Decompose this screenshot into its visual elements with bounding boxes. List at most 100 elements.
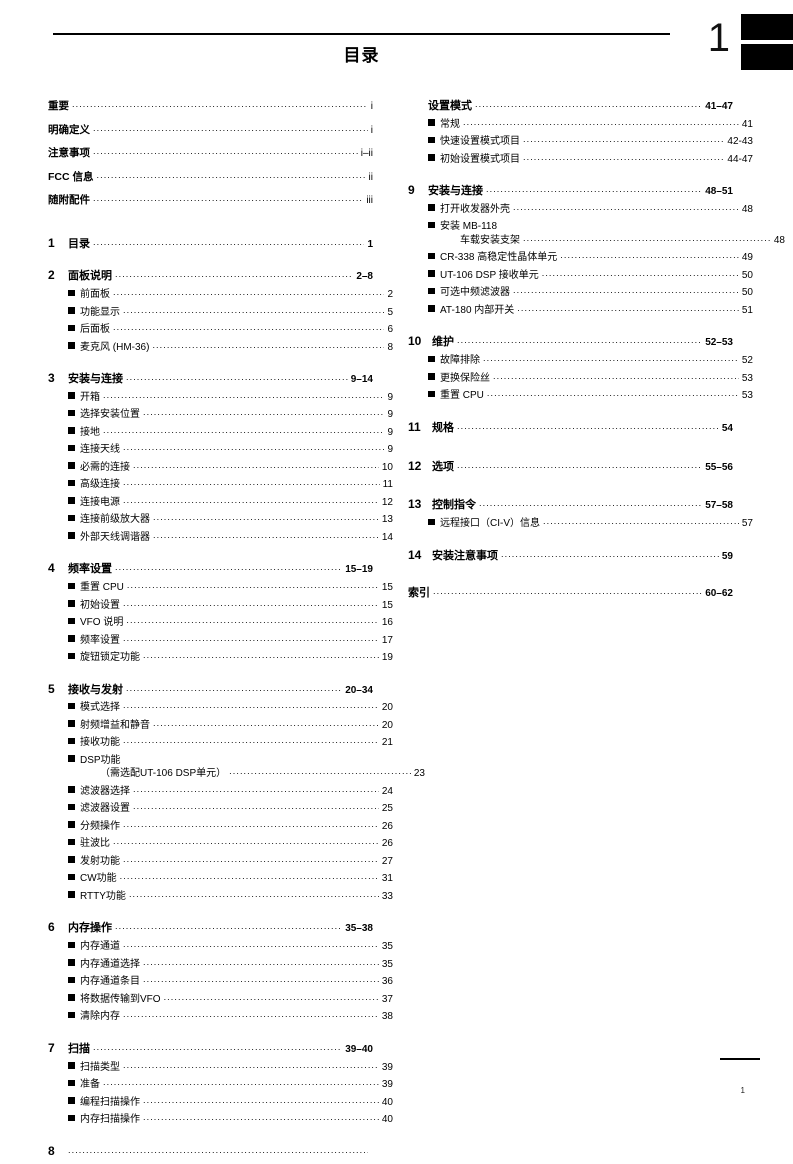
toc-subitem-entry[interactable]: 选择安装位置 9	[48, 409, 393, 421]
toc-subitem-entry[interactable]: 分频操作 26	[48, 821, 393, 833]
square-bullet-icon	[68, 1097, 80, 1106]
toc-subitem-entry[interactable]: CW功能 31	[48, 873, 393, 885]
chapter-title: 目录	[68, 237, 90, 250]
toc-chapter-entry[interactable]: 9 安装与连接 48–51	[408, 183, 733, 198]
toc-subitem-entry[interactable]: 扫描类型 39	[48, 1062, 393, 1074]
toc-subitem-entry[interactable]: 内存通道选择 35	[48, 959, 393, 971]
toc-subitem-entry[interactable]: 模式选择 20	[48, 702, 393, 714]
toc-subitem-entry[interactable]: 射频增益和静音 20	[48, 720, 393, 732]
toc-subitem-entry[interactable]: 麦克风 (HM-36) 8	[48, 342, 393, 354]
toc-front-matter-entry[interactable]: 明确定义 i	[48, 124, 373, 137]
spacer	[408, 171, 733, 184]
toc-subitem-entry[interactable]: 安装 MB-118	[408, 221, 753, 233]
toc-chapter-entry[interactable]: 13 控制指令 57–58	[408, 498, 733, 512]
toc-subitem-entry[interactable]: 常规 41	[408, 119, 753, 131]
toc-chapter-entry[interactable]: 14 安装注意事项 59	[408, 548, 733, 563]
toc-subitem-entry[interactable]: VFO 说明 16	[48, 617, 393, 629]
toc-subitem-entry[interactable]: CR-338 高稳定性晶体单元 49	[408, 252, 753, 264]
toc-subitem-entry[interactable]: 重置 CPU 15	[48, 582, 393, 594]
toc-subitem-entry[interactable]: 旋钮锁定功能 19	[48, 652, 393, 664]
toc-chapter-entry[interactable]: 10 维护 52–53	[408, 335, 733, 349]
toc-subitem-entry[interactable]: 内存通道条目 36	[48, 976, 393, 988]
subitem-label: 清除内存	[80, 1011, 120, 1023]
dot-leader	[115, 269, 353, 279]
toc-subitem-entry[interactable]: 高级连接 11	[48, 479, 393, 491]
toc-subitem-entry[interactable]: 初始设置 15	[48, 600, 393, 612]
square-bullet-icon	[68, 941, 80, 951]
toc-subitem-entry[interactable]: 故障排除 52	[408, 355, 753, 367]
dot-leader	[475, 99, 702, 109]
toc-subitem-entry[interactable]: 远程接口（CI-V）信息 57	[408, 518, 753, 530]
chapter-number: 11	[408, 419, 421, 434]
toc-subitem-entry[interactable]: AT-180 内部开关 51	[408, 305, 753, 317]
subitem-label: AT-180 内部开关	[440, 304, 515, 316]
dot-leader	[123, 1009, 379, 1019]
subitem-page-number: 17	[381, 634, 393, 646]
toc-subitem-entry[interactable]: 外部天线调谐器 14	[48, 532, 393, 544]
toc-chapter-entry[interactable]: 3 安装与连接 9–14	[48, 371, 373, 386]
chapter-number: 12	[408, 458, 422, 473]
chapter-page-number: 1	[367, 238, 373, 250]
toc-subitem-entry[interactable]: 更换保险丝 53	[408, 373, 753, 385]
toc-chapter-entry[interactable]: 2 面板说明 2–8	[48, 268, 373, 283]
toc-subitem-entry[interactable]: 准备 39	[48, 1079, 393, 1091]
toc-subitem-entry[interactable]: 接地 9	[48, 427, 393, 439]
toc-index-entry[interactable]: 索引 60–62	[408, 587, 733, 600]
subitem-page-number: 38	[381, 1011, 393, 1023]
toc-subitem-entry[interactable]: DSP功能	[48, 755, 393, 767]
subitem-label: 打开收发器外壳	[440, 203, 510, 215]
toc-subitem-entry[interactable]: 将数据传输到VFO 37	[48, 994, 393, 1006]
toc-chapter-entry[interactable]: 5 接收与发射 20–34	[48, 682, 373, 697]
toc-chapter-entry[interactable]: 7 扫描 39–40	[48, 1041, 373, 1056]
toc-subitem-entry[interactable]: 清除内存 38	[48, 1011, 393, 1023]
toc-subitem-entry[interactable]: 后面板 6	[48, 324, 393, 336]
subitem-label: 内存扫描操作	[80, 1114, 140, 1126]
toc-subitem-continuation[interactable]: （需选配UT-106 DSP单元） 23	[48, 768, 425, 780]
toc-front-matter-entry[interactable]: 重要 i	[48, 100, 373, 113]
toc-subitem-continuation[interactable]: 车载安装支架 48	[408, 235, 785, 247]
toc-subitem-entry[interactable]: 连接天线 9	[48, 444, 393, 456]
toc-subitem-entry[interactable]: 发射功能 27	[48, 856, 393, 868]
toc-subitem-entry[interactable]: 打开收发器外壳 48	[408, 204, 753, 216]
dot-leader	[103, 425, 384, 435]
toc-chapter-entry[interactable]: 12 选项 55–56	[408, 458, 733, 474]
toc-subitem-entry[interactable]: 频率设置 17	[48, 635, 393, 647]
toc-front-matter-entry[interactable]: FCC 信息 ii	[48, 171, 373, 184]
toc-subitem-entry[interactable]: 内存通道 35	[48, 941, 393, 953]
toc-subitem-entry[interactable]: RTTY功能 33	[48, 891, 393, 903]
toc-subitem-entry[interactable]: 连接电源 12	[48, 497, 393, 509]
toc-subitem-entry[interactable]: 前面板 2	[48, 289, 393, 301]
toc-chapter-entry[interactable]: 8	[48, 1144, 373, 1159]
chapter-number: 3	[48, 371, 55, 386]
toc-front-matter-entry[interactable]: 注意事项 i–ii	[48, 147, 373, 160]
toc-front-matter-entry[interactable]: 随附配件 iii	[48, 194, 373, 207]
toc-subitem-entry[interactable]: 滤波器选择 24	[48, 786, 393, 798]
square-bullet-icon	[428, 252, 440, 262]
toc-subitem-entry[interactable]: UT-106 DSP 接收单元 50	[408, 270, 753, 282]
subitem-label: 故障排除	[440, 355, 480, 367]
toc-chapter-entry[interactable]: 4 频率设置 15–19	[48, 562, 373, 576]
toc-chapter-entry[interactable]: 6 内存操作 35–38	[48, 921, 373, 935]
toc-chapter-entry[interactable]: 11 规格 54	[408, 419, 733, 435]
subitem-label: 连接天线	[80, 444, 120, 456]
toc-subitem-entry[interactable]: 开箱 9	[48, 392, 393, 404]
toc-subitem-entry[interactable]: 连接前级放大器 13	[48, 514, 393, 526]
square-bullet-icon	[428, 119, 440, 128]
toc-subitem-entry[interactable]: 初始设置模式项目 44-47	[408, 154, 753, 166]
toc-subitem-entry[interactable]: 驻波比 26	[48, 838, 393, 850]
toc-chapter-entry[interactable]: 1 目录 1	[48, 236, 373, 251]
dot-leader	[143, 650, 379, 660]
toc-subitem-entry[interactable]: 功能显示 5	[48, 307, 393, 319]
chapter-page-number: 9–14	[350, 374, 373, 386]
toc-subitem-entry[interactable]: 快速设置模式项目 42-43	[408, 136, 753, 148]
toc-subitem-entry[interactable]: 接收功能 21	[48, 737, 393, 749]
toc-subitem-entry[interactable]: 可选中频滤波器 50	[408, 287, 753, 299]
chapter-page-number: 20–34	[345, 684, 373, 696]
toc-subitem-entry[interactable]: 必需的连接 10	[48, 462, 393, 474]
toc-subitem-entry[interactable]: 内存扫描操作 40	[48, 1114, 393, 1126]
toc-subitem-entry[interactable]: 重置 CPU 53	[408, 390, 753, 402]
toc-subitem-entry[interactable]: 编程扫描操作 40	[48, 1097, 393, 1109]
toc-subitem-entry[interactable]: 滤波器设置 25	[48, 803, 393, 815]
subitem-page-number: 42-43	[727, 136, 753, 148]
toc-chapter-entry-continued[interactable]: 设置模式 41–47	[408, 100, 733, 113]
